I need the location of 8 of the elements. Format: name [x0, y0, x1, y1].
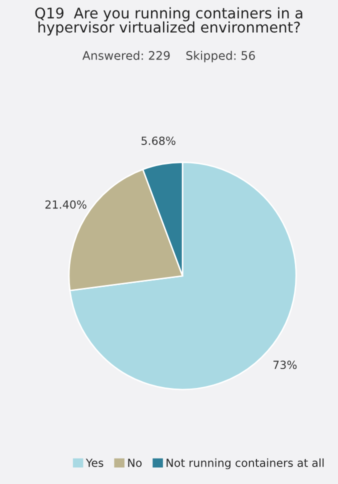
legend-label: Yes — [86, 458, 104, 468]
chart-title: Q19 Are you running containers in a hypervisor virtualized environment? — [35, 7, 302, 36]
legend-label: No — [128, 458, 142, 468]
data-label: 21.40% — [45, 200, 86, 209]
data-label: 5.68% — [142, 136, 176, 145]
data-label: 73% — [273, 360, 297, 370]
legend-label: Not running containers at all — [166, 458, 324, 470]
chart-subtitle: Answered: 229 Skipped: 56 — [82, 50, 255, 62]
